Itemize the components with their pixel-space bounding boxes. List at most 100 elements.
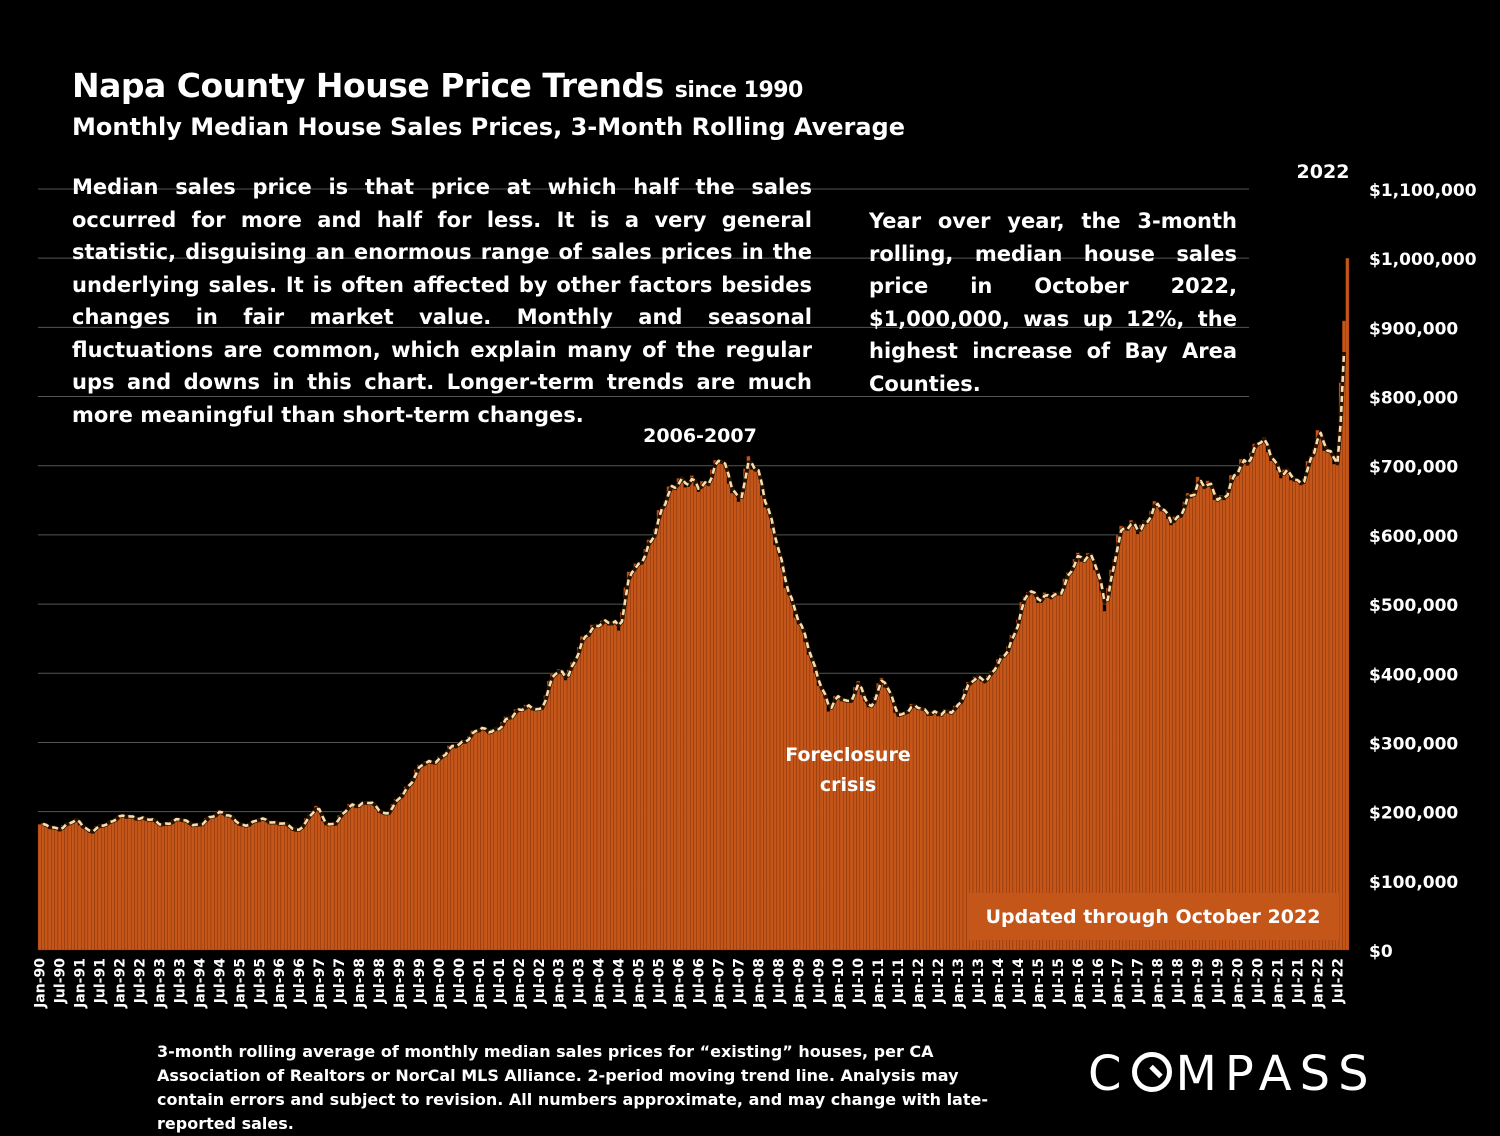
x-tick-label: Jul-04 <box>612 958 628 1005</box>
bar <box>47 827 52 951</box>
bar <box>1272 459 1276 951</box>
y-tick-label: $900,000 <box>1369 319 1458 339</box>
bar <box>929 711 934 951</box>
x-tick-label: Jul-93 <box>172 958 188 1004</box>
bar <box>360 801 365 951</box>
bar <box>706 485 711 951</box>
bar <box>453 746 458 951</box>
x-tick-label: Jul-17 <box>1131 958 1147 1004</box>
bar <box>294 830 298 951</box>
bar <box>230 819 235 951</box>
bar <box>427 760 431 951</box>
bar <box>1219 495 1223 951</box>
bar <box>383 814 388 951</box>
bar <box>926 715 930 951</box>
bar <box>952 705 957 951</box>
bar <box>863 701 867 951</box>
bar <box>277 824 282 951</box>
bar <box>487 733 491 951</box>
bar <box>340 812 345 951</box>
bar <box>630 573 634 951</box>
bar <box>660 507 664 951</box>
bar <box>91 830 95 951</box>
bar <box>440 756 445 951</box>
bar <box>593 626 598 951</box>
bar <box>1225 490 1230 951</box>
bar <box>1115 535 1120 951</box>
x-tick-label: Jan-14 <box>991 958 1007 1009</box>
x-tick-label: Jul-97 <box>332 958 348 1004</box>
bar <box>1232 475 1237 951</box>
bar <box>640 561 644 951</box>
bar <box>723 464 727 951</box>
bar <box>879 677 884 951</box>
bar <box>1302 478 1306 951</box>
x-tick-label: Jan-04 <box>592 958 608 1009</box>
bar <box>650 540 654 951</box>
logo-text-post: MPASS <box>1175 1046 1377 1102</box>
bar <box>140 817 145 951</box>
bar <box>1292 479 1296 951</box>
bar <box>1338 382 1343 951</box>
bar <box>819 689 824 951</box>
x-tick-label: Jan-21 <box>1270 958 1286 1009</box>
bar <box>816 685 821 951</box>
x-tick-label: Jul-16 <box>1091 958 1107 1004</box>
bar <box>560 673 564 951</box>
logo-text-pre: C <box>1088 1046 1130 1102</box>
bar <box>257 818 262 951</box>
updated-note: Updated through October 2022 <box>986 906 1321 928</box>
bar <box>337 815 341 951</box>
bar <box>956 703 960 951</box>
bar <box>333 822 338 951</box>
bar <box>367 802 371 951</box>
bar <box>786 594 791 951</box>
bar <box>603 620 608 951</box>
bar <box>733 491 737 951</box>
bar <box>1162 508 1167 951</box>
bar <box>94 826 99 951</box>
bar <box>846 702 851 951</box>
bar <box>506 718 511 951</box>
bar <box>357 804 361 951</box>
x-tick-label: Jan-06 <box>672 958 688 1009</box>
bar <box>220 814 225 951</box>
bar <box>164 823 168 951</box>
bar <box>799 626 804 951</box>
bar <box>234 823 238 951</box>
bar <box>1268 460 1273 951</box>
bar <box>1072 559 1077 951</box>
bar <box>916 709 920 951</box>
bar <box>556 669 561 951</box>
bar <box>1328 451 1333 951</box>
bar <box>463 742 468 951</box>
x-axis: Jan-90 Jul-90 Jan-91 Jul-91 Jan-92 Jul-92 Jan-… <box>33 958 1347 1009</box>
bar <box>343 809 348 951</box>
bar <box>922 710 927 951</box>
bar <box>250 820 255 951</box>
bar <box>114 817 119 951</box>
x-tick-label: Jan-22 <box>1310 958 1326 1009</box>
bar <box>759 495 764 951</box>
bar <box>154 823 158 951</box>
bar <box>1278 478 1283 951</box>
x-tick-label: Jul-07 <box>731 958 747 1004</box>
bar <box>314 805 318 951</box>
bar <box>769 528 774 951</box>
bar <box>1139 524 1143 951</box>
bar <box>932 710 937 951</box>
bar <box>1298 484 1303 951</box>
bar <box>307 814 312 951</box>
bar <box>167 823 172 951</box>
chart-subtitle: Monthly Median House Sales Prices, 3-Mon… <box>72 113 905 141</box>
bar <box>304 818 308 951</box>
bar <box>1258 440 1263 951</box>
bar <box>180 820 185 951</box>
bar <box>1322 450 1326 951</box>
x-tick-label: Jul-95 <box>252 958 268 1004</box>
title-main: Napa County House Price Trends <box>72 66 664 105</box>
bar <box>1262 437 1266 951</box>
bar <box>54 828 59 951</box>
bar <box>566 669 571 951</box>
bar <box>1192 491 1197 951</box>
